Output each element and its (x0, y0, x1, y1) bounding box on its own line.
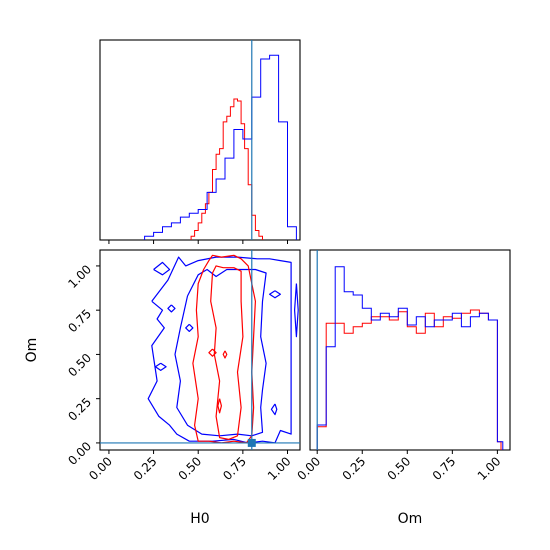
contour-blue-island-9 (270, 403, 278, 416)
contour-red-island-13 (217, 398, 222, 414)
contour-ytick-label-1: 0.25 (65, 395, 94, 424)
contour-red-inner-3 (210, 265, 244, 440)
contour-blue-island-6 (154, 362, 167, 371)
contour-xtick-label-4: 1.00 (265, 454, 294, 483)
h0-hist-series-1 (144, 54, 297, 240)
contour-blue-island-8 (269, 290, 281, 299)
xlabel-om: Om (398, 511, 423, 527)
om-hist-xtick-label-2: 0.50 (385, 454, 414, 483)
contour-blue-island-10 (294, 283, 299, 338)
contour-blue-island-5 (167, 304, 176, 313)
contour-xtick-label-2: 0.50 (176, 454, 205, 483)
om-hist-frame (309, 249, 511, 451)
contour-red-island-11 (208, 348, 217, 357)
xlabel-h0: H0 (190, 511, 209, 527)
contour-truth-marker (247, 438, 256, 447)
axis-labels: H0 Om Om (24, 338, 422, 527)
contour-ytick-label-4: 1.00 (65, 262, 94, 291)
om-hist-xtick-label-1: 0.25 (340, 454, 369, 483)
contour-lines (147, 254, 299, 444)
om-histogram-panel: 0.00 0.25 0.50 0.75 1.00 (295, 249, 511, 483)
contour-red-outer-2 (192, 254, 256, 444)
contour-ytick-label-3: 0.75 (65, 306, 94, 335)
om-hist-xtick-label-3: 0.75 (430, 454, 459, 483)
contour-frame (99, 249, 301, 451)
contour-red-island-12 (222, 350, 228, 359)
contour-ytick-label-2: 0.50 (65, 351, 94, 380)
contour-xtick-label-0: 0.00 (86, 454, 115, 483)
contour-ytick-label-0: 0.00 (65, 439, 94, 468)
om-hist-xtick-label-4: 1.00 (475, 454, 504, 483)
h0-om-contour-panel: 0.00 0.25 0.50 0.75 1.00 0.00 0.25 0.50 0.75 1.00 (65, 249, 301, 483)
contour-blue-inner-1 (174, 268, 267, 437)
contour-xtick-label-1: 0.25 (131, 454, 160, 483)
om-hist-series-0 (316, 309, 502, 450)
contour-blue-island-7 (185, 323, 194, 332)
contour-blue-island-4 (153, 261, 171, 276)
om-hist-xtick-label-0: 0.00 (295, 454, 324, 483)
contour-xtick-label-3: 0.75 (220, 454, 249, 483)
h0-histogram-panel (99, 39, 301, 244)
ylabel-om: Om (24, 338, 40, 363)
om-hist-series-1 (316, 266, 504, 450)
h0-hist-frame (99, 39, 301, 241)
contour-blue-outer-0 (147, 256, 292, 444)
